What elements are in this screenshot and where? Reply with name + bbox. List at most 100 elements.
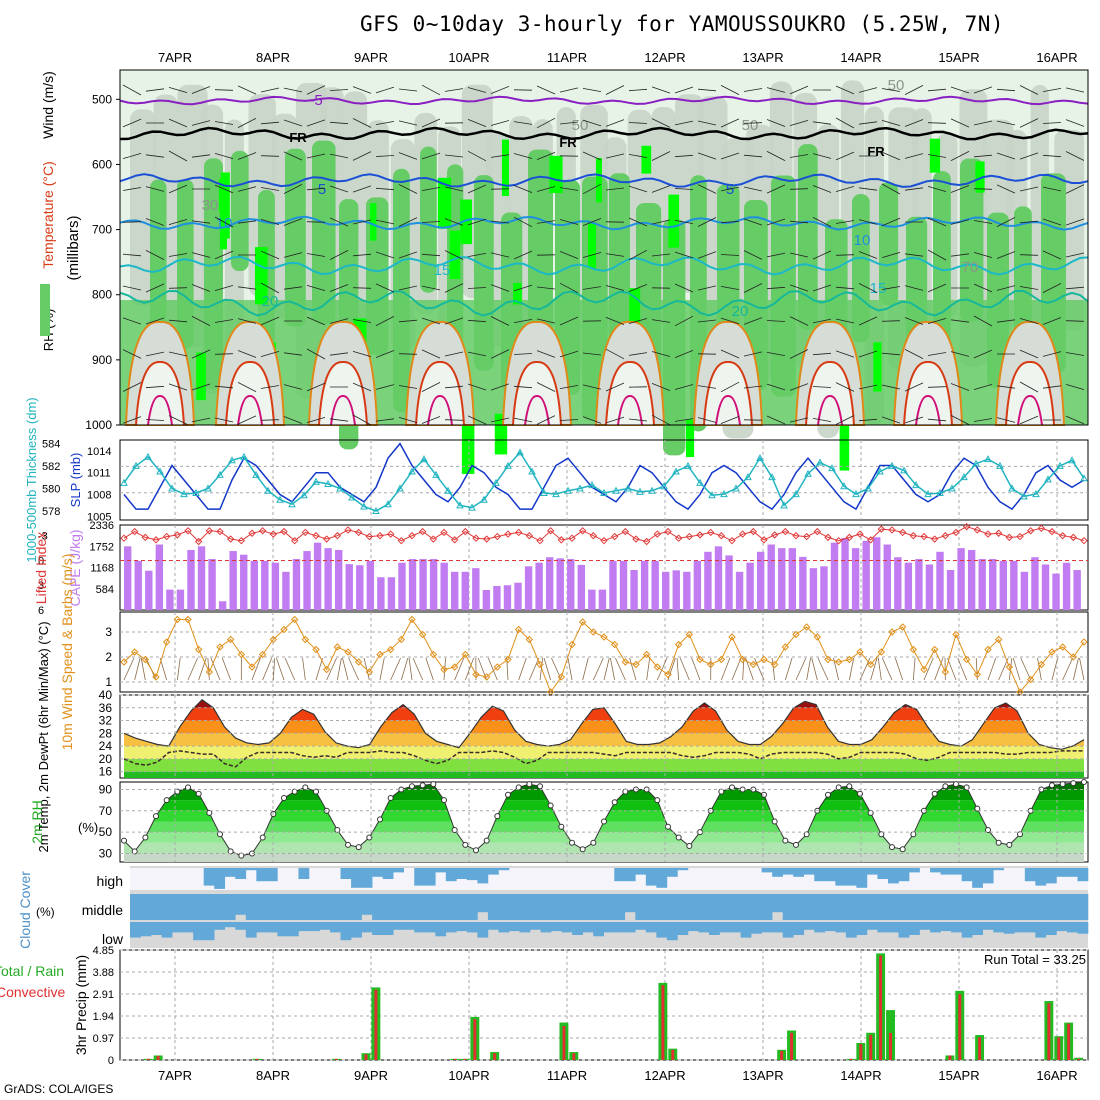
wind-barb-10m bbox=[603, 657, 610, 681]
lifted-index-point bbox=[194, 537, 203, 546]
cloud-high-bar bbox=[824, 868, 836, 882]
cloud-low-bar bbox=[540, 922, 552, 933]
cape-bar bbox=[619, 560, 628, 610]
cloud-middle-bar bbox=[351, 894, 362, 920]
lifted-index-point bbox=[418, 527, 427, 536]
wind-barb bbox=[421, 118, 441, 128]
wind-barb bbox=[421, 253, 441, 257]
thickness-point bbox=[804, 469, 812, 477]
slp-axis-label: SLP (mb) bbox=[68, 453, 83, 508]
credit-text: GrADS: COLA/IGES bbox=[4, 1082, 114, 1096]
wind-barb bbox=[858, 316, 878, 326]
cloud-high-bar bbox=[982, 868, 994, 884]
cloud-high-bar bbox=[372, 868, 383, 877]
warm-isotherm-30 bbox=[225, 361, 275, 426]
wind-barb bbox=[651, 382, 671, 392]
wind-barb bbox=[398, 285, 418, 291]
thickness-tick: 582 bbox=[42, 461, 60, 473]
precip-convective-bar bbox=[849, 1058, 853, 1060]
rh-shade-bright bbox=[370, 203, 377, 241]
thickness-point bbox=[180, 490, 188, 498]
thickness-point bbox=[1080, 474, 1088, 482]
cloud-middle-bar bbox=[1066, 894, 1078, 920]
cloud-low-bar bbox=[508, 922, 520, 932]
wind-barb bbox=[168, 184, 188, 194]
lifted-index-point bbox=[280, 527, 288, 536]
cape-bar bbox=[1031, 557, 1039, 610]
wind-barb-10m bbox=[731, 657, 742, 681]
wind-speed-point bbox=[546, 688, 555, 696]
wind-barb bbox=[996, 285, 1016, 291]
cloud-middle-bar bbox=[498, 894, 510, 920]
cloud-high-bar bbox=[382, 868, 394, 879]
cape-bar bbox=[957, 548, 965, 610]
lifted-index-point bbox=[866, 536, 875, 544]
wind-barb-10m bbox=[272, 657, 276, 681]
cloud-low-bar bbox=[919, 922, 931, 930]
wind-barb bbox=[1042, 218, 1062, 226]
cloud-high-bar bbox=[835, 868, 847, 886]
cloud-low-bar bbox=[424, 922, 436, 933]
wind-barb bbox=[122, 118, 142, 128]
rh-tick: 50 bbox=[99, 825, 113, 839]
wind-speed-point bbox=[717, 655, 726, 664]
cape-bar bbox=[398, 562, 406, 610]
wind-barb bbox=[973, 383, 993, 391]
temp-band bbox=[124, 733, 1084, 747]
wind-barb bbox=[513, 385, 533, 389]
precip-convective-bar bbox=[572, 1053, 576, 1060]
wind-barb bbox=[513, 417, 533, 423]
thickness-point bbox=[528, 467, 536, 475]
wind-barb bbox=[306, 316, 326, 326]
lifted-index-point bbox=[642, 537, 651, 546]
wind-speed-point bbox=[813, 633, 822, 641]
wind-barb bbox=[467, 319, 487, 323]
wind-barb bbox=[214, 319, 234, 323]
lifted-index-point bbox=[162, 532, 171, 541]
wind-speed-point bbox=[674, 640, 683, 649]
lifted-index-point bbox=[237, 536, 246, 545]
cape-bar bbox=[145, 570, 153, 610]
cloud-high-bar bbox=[961, 868, 973, 882]
wind-speed-point bbox=[376, 650, 384, 659]
wind-barb bbox=[490, 316, 510, 326]
thickness-point bbox=[924, 490, 932, 498]
wind-speed-point bbox=[802, 623, 811, 631]
thickness-point bbox=[228, 456, 236, 464]
temp-tick: 32 bbox=[99, 714, 113, 728]
rh-shade-bright bbox=[685, 419, 695, 458]
wind-barb bbox=[674, 188, 694, 190]
wind-barb bbox=[927, 418, 947, 422]
rh2m-point bbox=[1006, 841, 1013, 848]
thickness-point bbox=[792, 490, 800, 498]
lifted-index-point bbox=[226, 535, 235, 543]
wind-barb bbox=[950, 351, 970, 357]
wind-barb bbox=[766, 252, 786, 258]
wind-barb bbox=[881, 151, 901, 161]
cloud-middle-bar bbox=[308, 894, 320, 920]
wind-barb bbox=[973, 349, 993, 359]
rh-shade-green bbox=[960, 158, 984, 322]
cape-bar bbox=[989, 559, 997, 610]
wind-barb bbox=[605, 253, 625, 257]
dewpoint-line bbox=[123, 750, 1084, 768]
cloud-high-bar bbox=[235, 868, 247, 879]
cloud-middle-bar bbox=[508, 894, 520, 920]
contour-label: FR bbox=[559, 135, 577, 150]
wind-barb bbox=[375, 384, 395, 390]
cape-bar bbox=[176, 589, 185, 610]
wind-barb bbox=[306, 221, 326, 223]
wind-barb bbox=[835, 85, 855, 95]
wind-barb-10m bbox=[1037, 657, 1042, 681]
cape-bar bbox=[841, 537, 849, 610]
precip-axis-label: 3hr Precip (mm) bbox=[73, 955, 89, 1055]
rh2m-point bbox=[142, 834, 149, 841]
cloud-middle-bar bbox=[645, 894, 657, 920]
wind-barb bbox=[237, 85, 257, 95]
cloud-middle-bar bbox=[382, 894, 394, 920]
wind-barb bbox=[398, 184, 418, 194]
cloud-middle-bar bbox=[761, 894, 773, 920]
cloud-low-bar bbox=[877, 922, 889, 933]
cape-bar bbox=[894, 557, 902, 610]
wind-barb bbox=[191, 349, 211, 359]
